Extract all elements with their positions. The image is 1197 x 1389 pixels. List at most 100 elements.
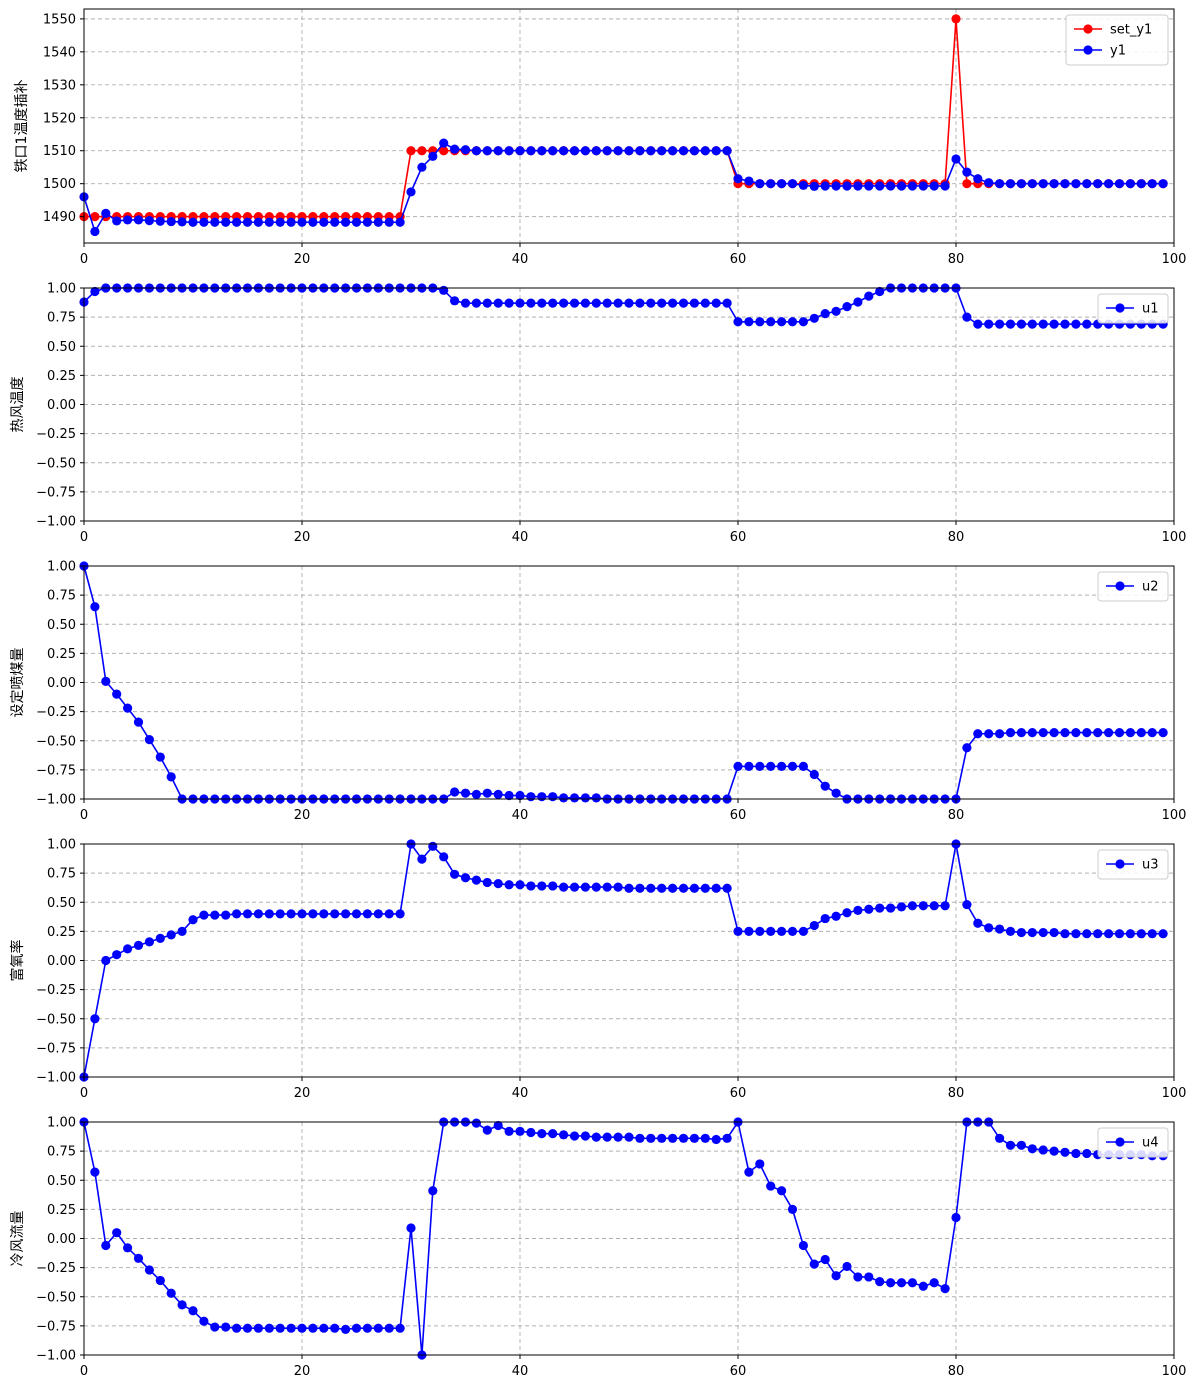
data-point xyxy=(471,146,481,156)
data-point xyxy=(809,313,819,323)
data-point xyxy=(537,146,547,156)
data-point xyxy=(439,852,449,862)
data-point xyxy=(722,298,732,308)
x-tick-label: 100 xyxy=(1162,1086,1187,1101)
y-tick-label: 0.50 xyxy=(47,340,76,355)
data-point xyxy=(144,215,154,226)
chart-panel-2: 0 20 40 60 80 100 −1.00 −0.75 −0.50 −0.25 0.00 0.25… xyxy=(10,282,1186,546)
data-point xyxy=(1147,179,1157,189)
data-point xyxy=(123,703,133,713)
data-point xyxy=(569,1131,580,1141)
data-point xyxy=(1158,179,1168,189)
x-tick-label: 20 xyxy=(294,1364,311,1379)
data-point xyxy=(995,729,1005,739)
data-point xyxy=(733,761,743,771)
data-point xyxy=(624,1132,634,1142)
gridlines xyxy=(83,1121,1175,1356)
x-tick-label: 60 xyxy=(730,1364,747,1379)
y-tick-label: −0.25 xyxy=(36,1261,76,1276)
data-point xyxy=(232,1323,242,1333)
data-point xyxy=(777,1186,787,1196)
data-point xyxy=(689,146,700,156)
data-point xyxy=(591,793,601,803)
data-point xyxy=(177,217,187,227)
data-point xyxy=(591,882,601,892)
data-point xyxy=(286,909,296,919)
data-point xyxy=(1104,929,1114,939)
data-point xyxy=(1016,319,1026,329)
data-point xyxy=(820,181,830,191)
data-point xyxy=(766,926,776,936)
data-point xyxy=(515,146,525,156)
data-point xyxy=(319,909,329,919)
data-point xyxy=(221,217,231,227)
chart-panel-5: 0 20 40 60 80 100 −1.00 −0.75 −0.50 −0.25 0.00 0.25… xyxy=(10,1116,1186,1380)
y-tick-label: 1490 xyxy=(43,210,76,225)
data-point xyxy=(591,298,601,308)
data-point xyxy=(1060,929,1070,939)
data-point xyxy=(886,903,896,913)
data-point xyxy=(580,146,591,156)
data-point xyxy=(504,790,514,801)
data-point xyxy=(984,923,994,933)
x-tick-label: 0 xyxy=(80,1086,88,1101)
data-point xyxy=(253,217,263,227)
data-point xyxy=(482,788,492,798)
data-point xyxy=(678,1133,689,1143)
data-point xyxy=(515,790,525,801)
data-point xyxy=(580,298,591,308)
legend-marker xyxy=(1083,45,1093,55)
y-tick-label: −0.75 xyxy=(36,1041,76,1056)
y-tick-label: −0.25 xyxy=(36,705,76,720)
data-point xyxy=(112,689,122,699)
data-point xyxy=(460,298,471,308)
data-point xyxy=(602,146,612,156)
data-point xyxy=(341,1324,351,1334)
data-point xyxy=(646,1133,656,1143)
y-tick-label: 1540 xyxy=(43,45,76,60)
data-point xyxy=(1114,179,1125,189)
data-point xyxy=(112,216,122,226)
legend: u2 xyxy=(1097,571,1169,602)
data-point xyxy=(493,1120,503,1131)
data-point xyxy=(1093,929,1103,939)
x-tick-label: 40 xyxy=(512,252,529,267)
data-point xyxy=(864,904,874,914)
data-point xyxy=(569,793,580,803)
chart-panel-3: 0 20 40 60 80 100 −1.00 −0.75 −0.50 −0.25 0.00 0.25… xyxy=(10,560,1186,824)
data-point xyxy=(406,187,416,197)
data-point xyxy=(1125,179,1135,189)
data-point xyxy=(1147,929,1157,939)
data-point xyxy=(755,761,765,771)
data-point xyxy=(646,883,656,893)
data-point xyxy=(853,905,863,916)
data-point xyxy=(809,769,819,780)
data-point xyxy=(842,1261,852,1272)
data-point xyxy=(297,217,307,227)
data-point xyxy=(755,1159,765,1169)
y-axis-label: 冷风流量 xyxy=(10,1211,26,1267)
data-point xyxy=(1136,929,1146,939)
y-tick-label: 0.50 xyxy=(47,618,76,633)
data-point xyxy=(678,146,689,156)
data-point xyxy=(711,298,721,308)
data-point xyxy=(842,908,852,918)
data-point xyxy=(689,1133,700,1143)
x-tick-label: 100 xyxy=(1162,530,1187,545)
data-point xyxy=(242,217,253,227)
data-point xyxy=(330,217,340,227)
data-point xyxy=(962,899,972,910)
data-point xyxy=(123,215,133,225)
data-point xyxy=(1027,728,1037,738)
data-point xyxy=(602,1132,612,1142)
data-point xyxy=(864,1272,874,1282)
data-point xyxy=(221,910,231,920)
data-point xyxy=(264,1323,274,1333)
y-tick-label: 0.75 xyxy=(47,311,76,326)
data-point xyxy=(199,217,209,227)
y-tick-label: 0.00 xyxy=(47,398,76,413)
y-tick-label: 1510 xyxy=(43,144,76,159)
data-point xyxy=(809,1259,819,1269)
data-point xyxy=(831,306,841,316)
x-tick-label: 60 xyxy=(730,252,747,267)
